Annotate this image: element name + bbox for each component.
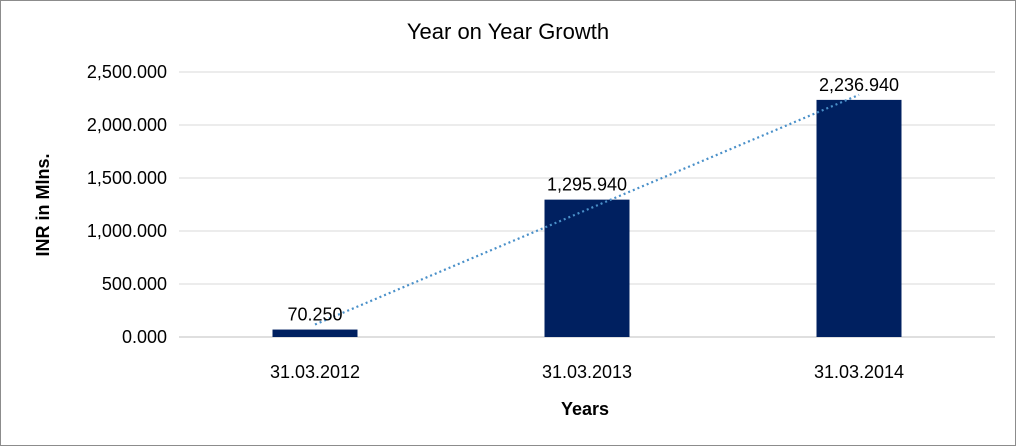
y-tick-label: 1,500.000 — [87, 168, 167, 188]
bar-data-label: 1,295.940 — [547, 175, 627, 195]
bar — [544, 199, 630, 337]
y-axis-title: INR in Mlns. — [33, 154, 53, 257]
y-tick-label: 1,000.000 — [87, 221, 167, 241]
y-tick-label: 500.000 — [102, 274, 167, 294]
bar-data-label: 70.250 — [287, 305, 342, 325]
x-tick-label: 31.03.2013 — [542, 362, 632, 382]
y-tick-label: 0.000 — [122, 327, 167, 347]
y-tick-label: 2,500.000 — [87, 62, 167, 82]
bar — [272, 329, 358, 337]
x-tick-label: 31.03.2012 — [270, 362, 360, 382]
chart-title: Year on Year Growth — [407, 19, 609, 44]
x-axis-title: Years — [561, 399, 609, 419]
trendline — [314, 93, 860, 326]
y-tick-label: 2,000.000 — [87, 115, 167, 135]
x-tick-label: 31.03.2014 — [814, 362, 904, 382]
bar-data-label: 2,236.940 — [819, 75, 899, 95]
bar — [816, 99, 902, 337]
